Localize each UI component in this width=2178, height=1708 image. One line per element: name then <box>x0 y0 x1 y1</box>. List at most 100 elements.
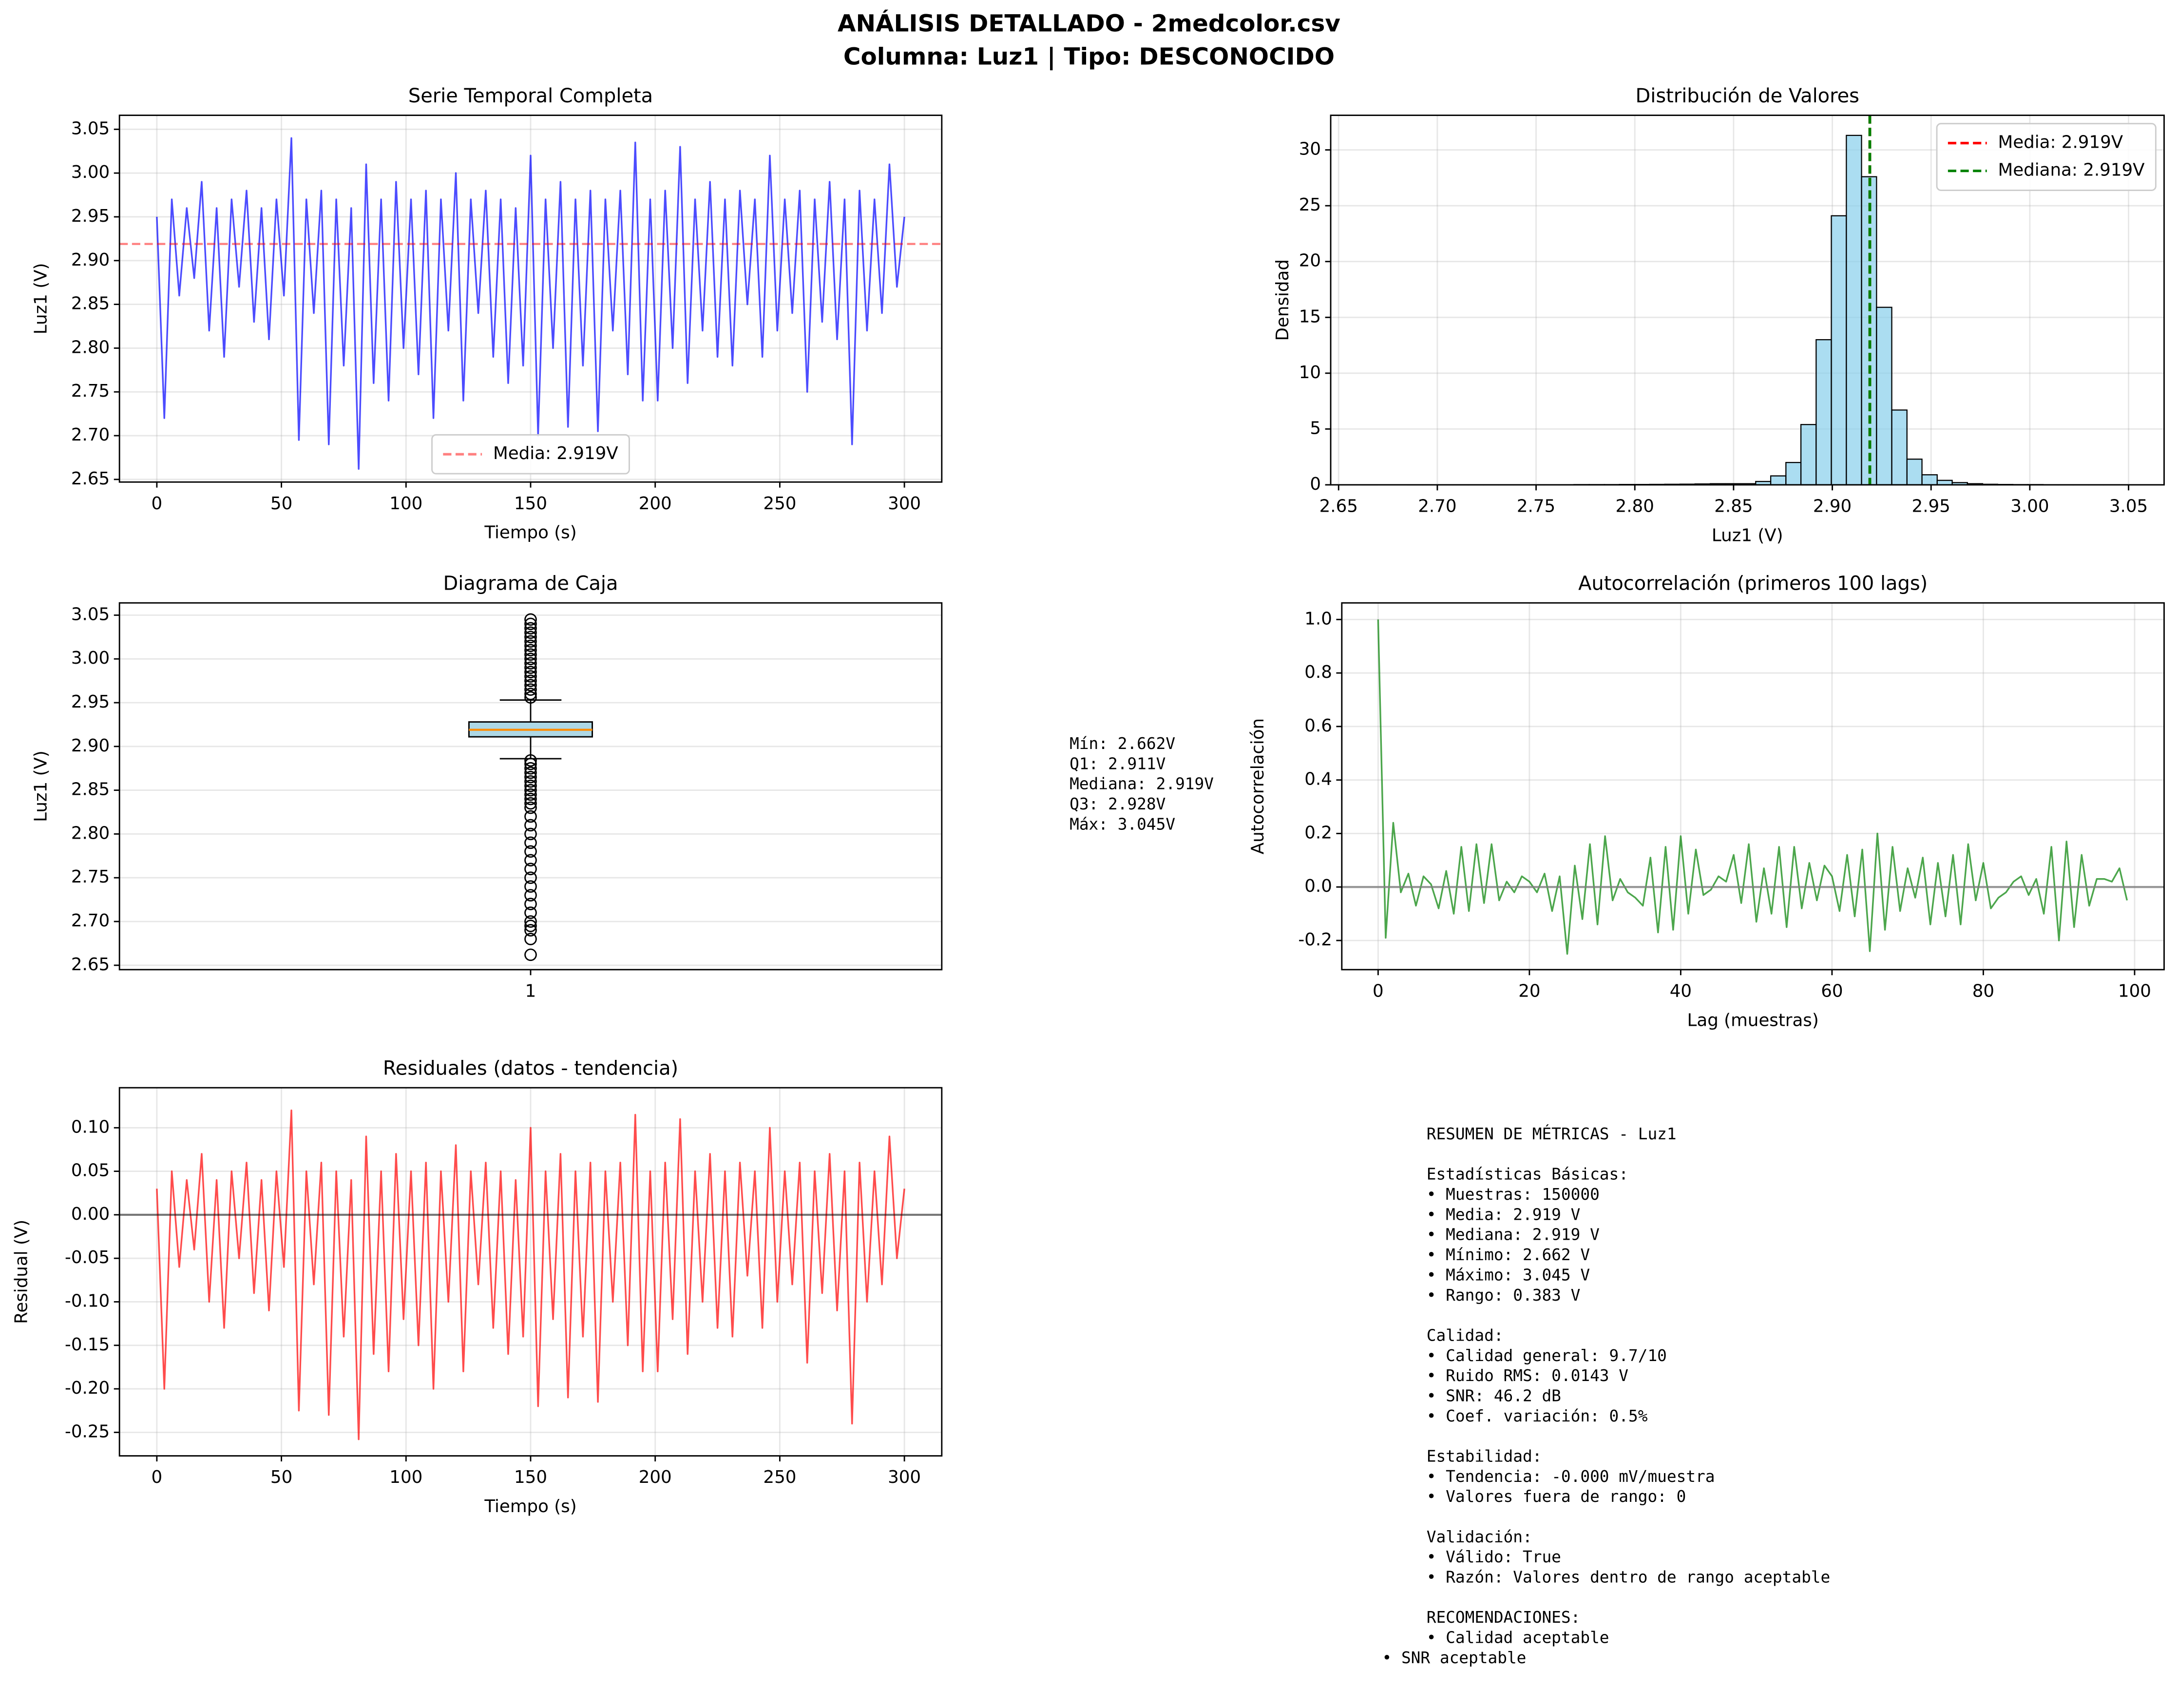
y-axis-label: Residual (V) <box>12 1220 32 1324</box>
x-tick-label: 250 <box>763 1467 796 1487</box>
summary-item: • Mediana: 2.919 V <box>1427 1226 1600 1244</box>
y-tick-label: 2.75 <box>71 867 110 887</box>
summary-item: • Mínimo: 2.662 V <box>1427 1246 1590 1264</box>
x-tick-label: 100 <box>2118 981 2151 1001</box>
outlier <box>524 801 537 814</box>
summary-item: • Rango: 0.383 V <box>1427 1286 1581 1305</box>
y-tick-label: 2.75 <box>71 381 110 401</box>
outlier <box>524 666 537 678</box>
outlier <box>524 898 537 910</box>
summary-item: • Ruido RMS: 0.0143 V <box>1427 1366 1628 1385</box>
axes-frame <box>1341 602 2165 971</box>
y-axis-label: Luz1 (V) <box>31 263 51 335</box>
outlier <box>524 770 537 784</box>
y-tick-label: 2.90 <box>71 250 110 270</box>
histogram-bar <box>1831 215 1847 486</box>
summary-heading: Calidad: <box>1427 1326 1504 1344</box>
y-tick-label: 2.65 <box>71 955 110 975</box>
outlier <box>524 792 537 806</box>
y-tick-label: 2.95 <box>71 206 110 226</box>
outlier <box>524 688 537 700</box>
summary-heading: RECOMENDACIONES: <box>1427 1608 1581 1627</box>
x-tick-label: 1 <box>525 981 536 1001</box>
outlier <box>524 836 537 849</box>
x-tick-label: 2.95 <box>1912 497 1950 517</box>
figure-title: ANÁLISIS DETALLADO - 2medcolor.csv <box>838 9 1340 37</box>
y-tick-label: 0.8 <box>1304 662 1332 682</box>
outlier <box>524 631 537 644</box>
y-tick-label: 0.10 <box>71 1117 110 1137</box>
outlier <box>524 863 537 876</box>
x-tick-label: 0 <box>152 494 163 514</box>
y-tick-label: 20 <box>1299 251 1321 271</box>
y-axis-label: Densidad <box>1273 259 1293 341</box>
outlier <box>524 670 537 683</box>
summary-item: • Calidad general: 9.7/10 <box>1427 1346 1667 1365</box>
y-tick-label: 3.05 <box>71 118 110 138</box>
summary-item: • Media: 2.919 V <box>1427 1205 1581 1224</box>
y-axis-label: Autocorrelación <box>1248 718 1268 855</box>
y-tick-label: 10 <box>1299 363 1321 383</box>
outlier <box>524 871 537 884</box>
figure-subtitle: Columna: Luz1 | Tipo: DESCONOCIDO <box>843 43 1335 71</box>
x-tick-label: 50 <box>270 1467 292 1487</box>
outlier <box>524 775 537 788</box>
outlier <box>524 924 537 937</box>
y-tick-label: 2.85 <box>71 780 110 800</box>
x-axis-label: Lag (muestras) <box>1687 1010 1819 1030</box>
stats-text: Q3: 2.928V <box>1070 795 1165 813</box>
y-tick-label: 0.0 <box>1304 876 1332 896</box>
histogram-bar <box>1800 424 1817 486</box>
legend-box <box>1936 123 2157 191</box>
y-tick-label: -0.20 <box>65 1378 110 1398</box>
histogram-bar <box>1921 474 1938 486</box>
outlier <box>524 889 537 902</box>
summary-heading: Estabilidad: <box>1427 1447 1542 1465</box>
histogram-bar <box>1815 339 1832 486</box>
x-tick-label: 300 <box>888 1467 921 1487</box>
outlier <box>524 845 537 858</box>
outlier <box>524 810 537 823</box>
y-tick-label: 3.05 <box>71 604 110 624</box>
x-tick-label: 2.85 <box>1714 497 1753 517</box>
data-line <box>156 1109 905 1440</box>
legend-box <box>431 434 630 475</box>
outlier <box>524 754 537 767</box>
x-axis-label: Tiempo (s) <box>484 523 576 543</box>
histogram-bar <box>1906 459 1923 486</box>
outlier <box>524 622 537 635</box>
y-tick-label: 0.00 <box>71 1204 110 1224</box>
y-tick-label: 5 <box>1310 418 1321 438</box>
histogram-bar <box>1891 409 1908 486</box>
histogram-bar <box>1846 134 1862 486</box>
x-tick-label: 0 <box>1373 981 1384 1001</box>
outlier <box>524 915 537 928</box>
panel-title: Distribución de Valores <box>1636 85 1859 107</box>
y-tick-label: 3.00 <box>71 648 110 668</box>
stats-text: Q1: 2.911V <box>1070 754 1165 773</box>
plot-area <box>1341 603 2164 970</box>
x-tick-label: 50 <box>270 494 292 514</box>
y-tick-label: 2.90 <box>71 736 110 756</box>
y-tick-label: 0.05 <box>71 1161 110 1181</box>
y-tick-label: -0.05 <box>65 1247 110 1267</box>
axes-frame <box>118 115 943 483</box>
axes-frame <box>118 1087 943 1457</box>
data-line <box>156 137 905 470</box>
summary-item: • SNR: 46.2 dB <box>1427 1386 1561 1405</box>
histogram-bar <box>1876 307 1892 486</box>
summary-title: RESUMEN DE MÉTRICAS - Luz1 <box>1427 1125 1677 1143</box>
x-tick-label: 2.90 <box>1813 497 1852 517</box>
panel-title: Serie Temporal Completa <box>408 85 653 107</box>
outlier <box>524 657 537 670</box>
axes-frame <box>118 602 943 971</box>
summary-item: • Muestras: 150000 <box>1427 1185 1600 1204</box>
summary-item: • Calidad aceptable <box>1427 1628 1609 1647</box>
x-axis-label: Tiempo (s) <box>484 1497 576 1516</box>
stats-text: Máx: 3.045V <box>1070 815 1175 833</box>
x-tick-label: 100 <box>389 494 422 514</box>
x-tick-label: 60 <box>1821 981 1843 1001</box>
x-tick-label: 2.80 <box>1616 497 1654 517</box>
outlier <box>524 906 537 919</box>
